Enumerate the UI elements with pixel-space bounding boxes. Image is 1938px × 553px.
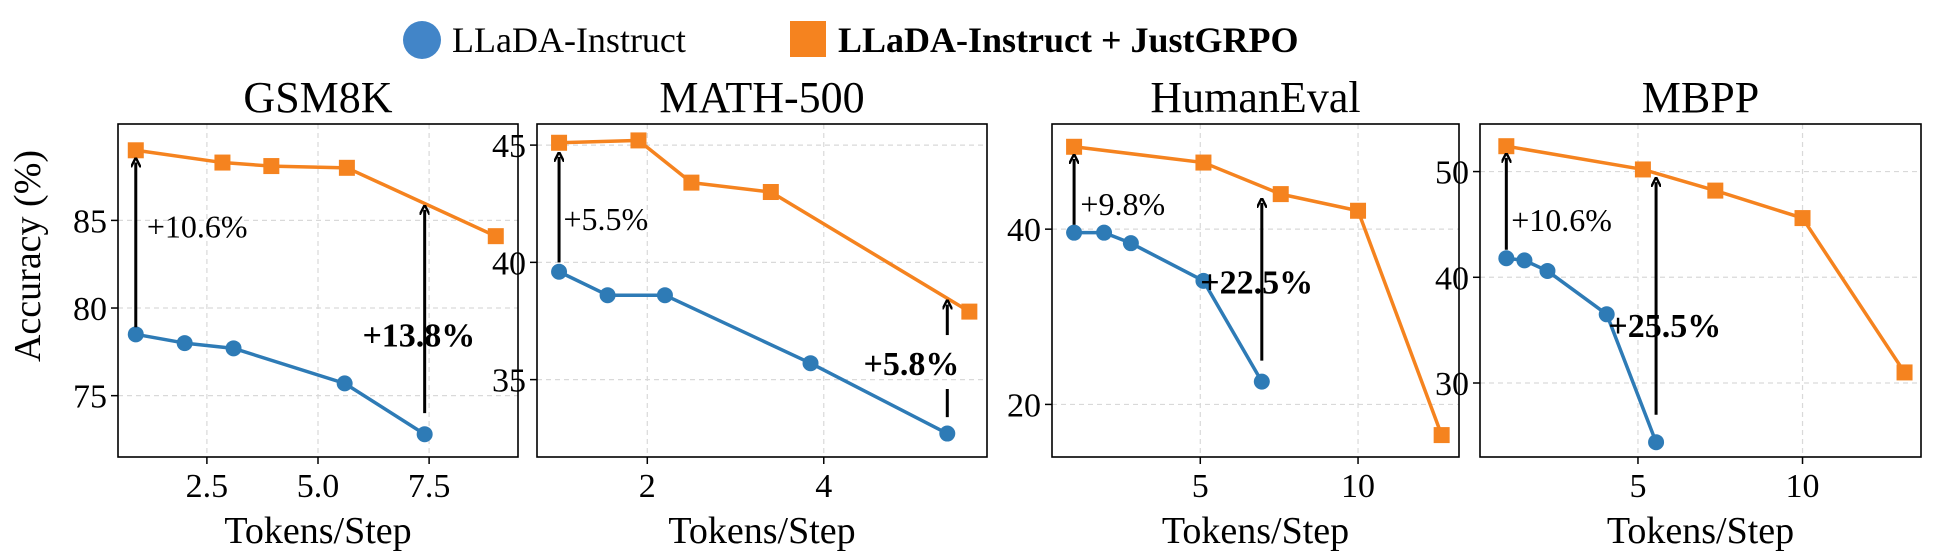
- data-point-base: [1516, 252, 1533, 269]
- x-tick-label: 2: [639, 468, 656, 505]
- x-tick-label: 5: [1192, 468, 1209, 505]
- x-axis-label: Tokens/Step: [1607, 510, 1794, 552]
- x-tick-label: 5: [1629, 468, 1646, 505]
- x-tick-label: 2.5: [186, 468, 229, 505]
- y-tick-label: 45: [492, 128, 526, 165]
- legend-label-base: LLaDA-Instruct: [452, 20, 686, 60]
- data-point-base: [176, 335, 193, 352]
- data-point-grpo: [683, 174, 700, 191]
- data-point-base: [225, 340, 242, 357]
- data-point-base: [1096, 224, 1113, 241]
- plot-frame: [1051, 123, 1460, 458]
- improvement-label: +5.8%: [863, 346, 959, 383]
- data-point-grpo: [1195, 154, 1212, 171]
- data-point-base: [802, 355, 819, 372]
- improvement-label: +9.8%: [1080, 186, 1165, 222]
- data-point-base: [1648, 434, 1665, 451]
- data-point-base: [1598, 306, 1615, 323]
- data-point-grpo: [1794, 210, 1811, 227]
- legend-marker-base: [403, 21, 441, 59]
- improvement-label: +5.5%: [563, 201, 648, 237]
- data-point-base: [939, 425, 956, 442]
- x-tick-label: 7.5: [408, 468, 451, 505]
- data-point-base: [416, 426, 433, 443]
- y-tick-label: 20: [1007, 387, 1041, 424]
- x-axis-label: Tokens/Step: [668, 510, 855, 552]
- legend: LLaDA-Instruct LLaDA-Instruct + JustGRPO: [0, 12, 1938, 68]
- data-point-grpo: [1707, 182, 1724, 199]
- data-point-base: [336, 375, 353, 392]
- panel-title: MBPP: [1642, 73, 1759, 122]
- data-point-base: [1253, 373, 1270, 390]
- legend-label-grpo: LLaDA-Instruct + JustGRPO: [838, 20, 1299, 60]
- data-point-grpo: [1433, 427, 1450, 444]
- data-point-grpo: [338, 159, 355, 176]
- x-tick-label: 10: [1341, 468, 1375, 505]
- panel-1: 2 4 35 40 45 MATH-500 Tokens/Step +5.5% +5.8%: [492, 73, 988, 552]
- data-point-base: [599, 287, 616, 304]
- x-tick-label: 5.0: [297, 468, 340, 505]
- y-tick-label: 50: [1435, 155, 1469, 192]
- data-point-grpo: [1272, 186, 1289, 203]
- improvement-label: +13.8%: [362, 317, 475, 354]
- data-point-grpo: [127, 142, 144, 159]
- data-point-grpo: [1896, 364, 1913, 381]
- data-point-grpo: [263, 158, 280, 175]
- data-point-base: [127, 326, 144, 343]
- improvement-label: +25.5%: [1608, 308, 1721, 345]
- legend-marker-grpo: [790, 21, 826, 57]
- y-tick-label: 40: [1007, 212, 1041, 249]
- series-line-base: [1506, 256, 1658, 443]
- panel-title: HumanEval: [1150, 73, 1360, 122]
- y-tick-label: 40: [1435, 260, 1469, 297]
- data-point-base: [1195, 272, 1212, 289]
- x-tick-label: 10: [1786, 468, 1820, 505]
- data-point-grpo: [1498, 138, 1515, 155]
- data-point-base: [1122, 235, 1139, 252]
- improvement-label: +10.6%: [1511, 202, 1612, 238]
- panel-3: 5 10 30 40 50 MBPP Tokens/Step +10.6% +25.5%: [1435, 73, 1922, 552]
- data-point-grpo: [1634, 161, 1651, 178]
- panel-0: 2.5 5.0 7.5 75 80 85 GSM8K Tokens/Step +10.6% +13…: [73, 73, 519, 552]
- data-point-base: [1539, 262, 1556, 279]
- panels: 2.5 5.0 7.5 75 80 85 GSM8K Tokens/Step +10.6% +13…: [73, 73, 1922, 552]
- y-tick-label: 75: [73, 379, 107, 416]
- y-tick-label: 85: [73, 203, 107, 240]
- improvement-label: +10.6%: [147, 209, 248, 245]
- data-point-grpo: [961, 303, 978, 320]
- data-point-base: [1498, 250, 1515, 267]
- data-point-grpo: [487, 228, 504, 245]
- y-tick-label: 40: [492, 245, 526, 282]
- data-point-grpo: [1066, 138, 1083, 155]
- data-point-grpo: [762, 184, 779, 201]
- data-point-grpo: [630, 132, 647, 149]
- data-point-grpo: [551, 134, 568, 151]
- data-point-grpo: [214, 154, 231, 171]
- data-point-base: [551, 263, 568, 280]
- y-tick-label: 30: [1435, 366, 1469, 403]
- x-tick-label: 4: [815, 468, 832, 505]
- x-axis-label: Tokens/Step: [1162, 510, 1349, 552]
- x-axis-label: Tokens/Step: [224, 510, 411, 552]
- improvement-label: +22.5%: [1200, 265, 1313, 302]
- panel-title: GSM8K: [243, 73, 392, 122]
- panel-2: 5 10 20 40 HumanEval Tokens/Step +9.8% +22.5%: [1007, 73, 1460, 552]
- panel-title: MATH-500: [659, 73, 864, 122]
- series-line-base: [1074, 230, 1264, 383]
- y-tick-label: 80: [73, 291, 107, 328]
- plot-frame: [1479, 123, 1922, 458]
- y-tick-label: 35: [492, 363, 526, 400]
- data-point-base: [1066, 224, 1083, 241]
- y-axis-label: Accuracy (%): [7, 150, 49, 362]
- data-point-base: [656, 287, 673, 304]
- data-point-grpo: [1350, 202, 1367, 219]
- plot-frame: [536, 123, 988, 458]
